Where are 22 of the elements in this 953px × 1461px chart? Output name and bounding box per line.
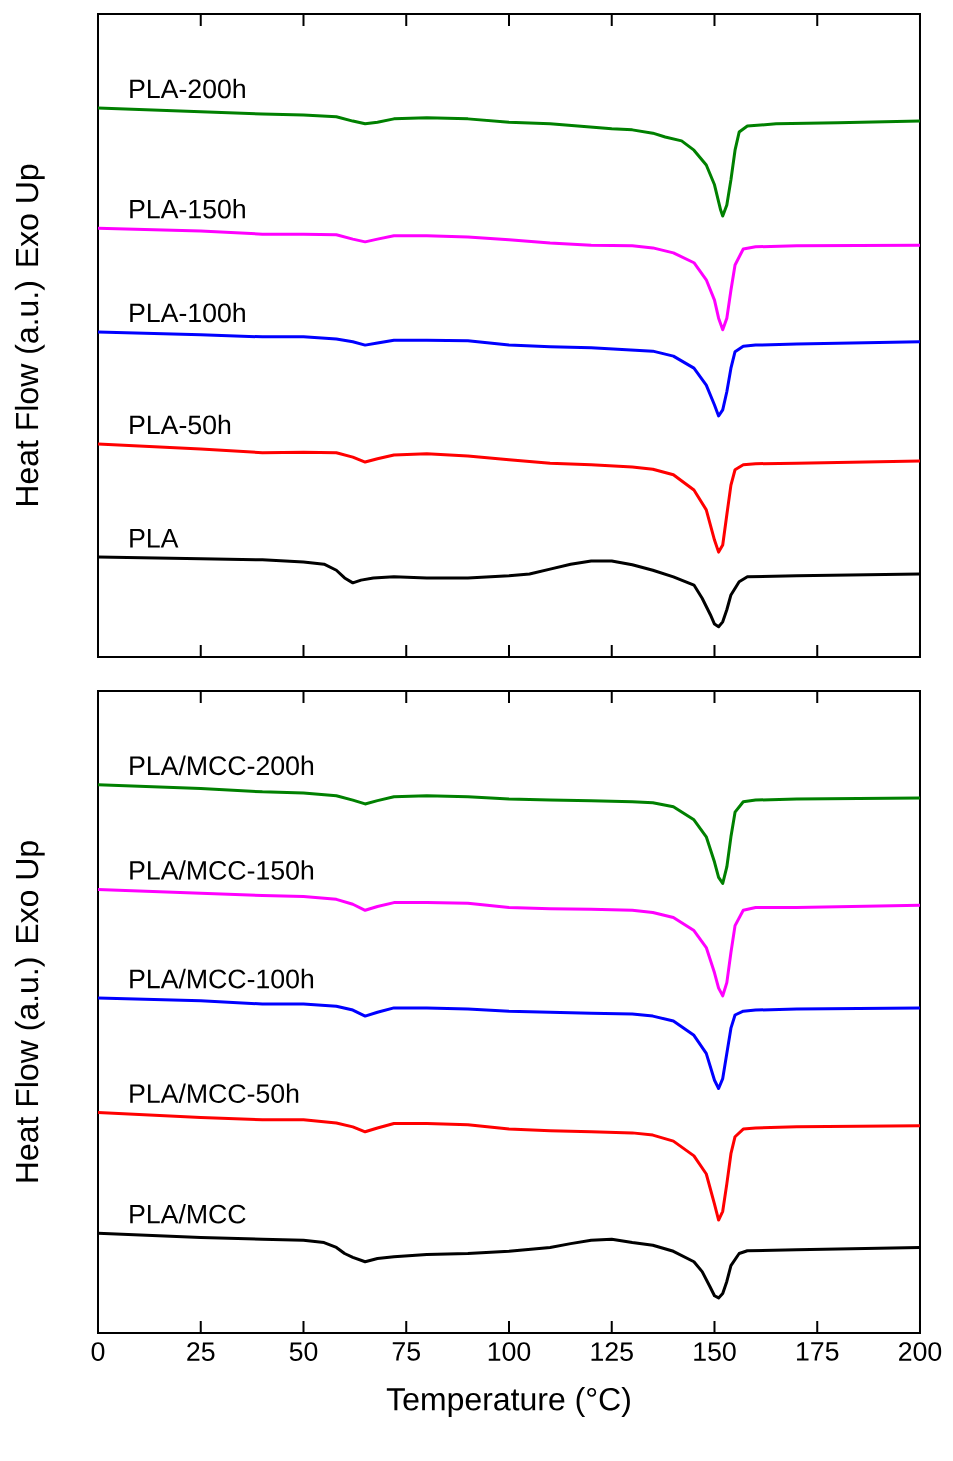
series-label: PLA/MCC-150h (130, 860, 314, 880)
series-label: PLA/MCC-50h (130, 1083, 299, 1103)
x-tick-label: 0 (91, 1342, 105, 1362)
series-label: PLA-50h (130, 414, 231, 435)
x-tick-label: 175 (797, 1342, 839, 1361)
series-label: PLA (130, 529, 179, 548)
x-tick-label: 100 (488, 1342, 531, 1362)
x-tick-label: 25 (187, 1342, 215, 1362)
x-tick-label: 150 (694, 1342, 736, 1362)
y-axis-title: Heat Flow (a.u.) Exo Up (14, 841, 45, 1182)
x-tick-label: 75 (392, 1342, 420, 1361)
series-label: PLA/MCC (130, 1204, 246, 1224)
x-axis-title: Temperature (°C) (386, 1387, 630, 1417)
series-label: PLA-150h (130, 198, 245, 219)
series-label: PLA-100h (130, 302, 245, 323)
x-tick-label: 200 (899, 1342, 942, 1362)
y-axis-title: Heat Flow (a.u.) Exo Up (14, 164, 45, 506)
series-label: PLA/MCC-200h (130, 755, 314, 776)
series-label: PLA/MCC-100h (130, 968, 314, 989)
series-label: PLA-200h (130, 78, 245, 99)
x-tick-label: 50 (289, 1342, 318, 1362)
x-tick-label: 125 (591, 1342, 633, 1362)
